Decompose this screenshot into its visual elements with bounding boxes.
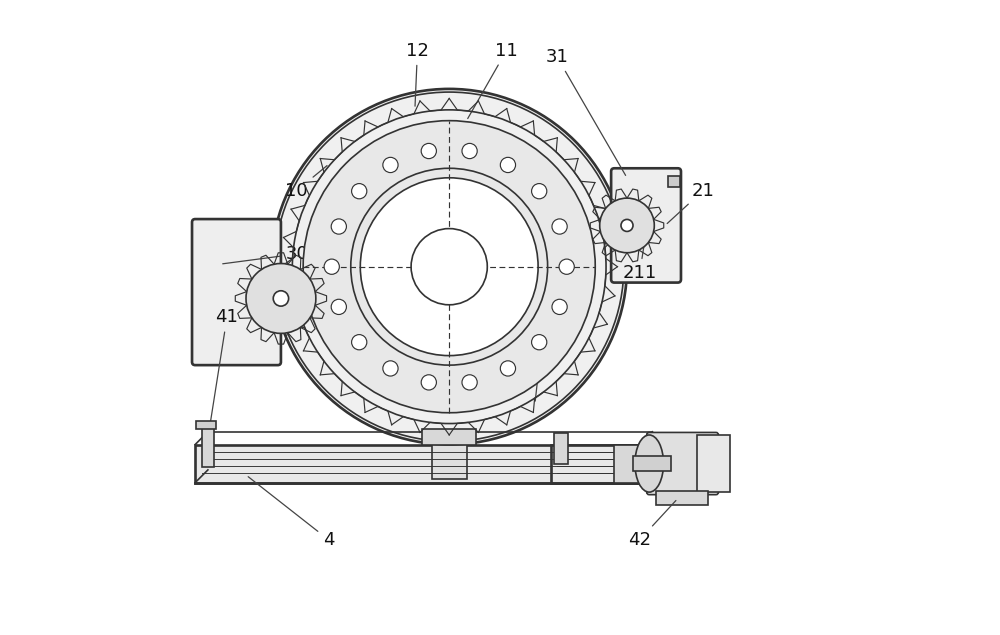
Text: 42: 42 — [628, 500, 676, 549]
Circle shape — [352, 335, 367, 350]
Text: 41: 41 — [208, 309, 238, 436]
Ellipse shape — [635, 435, 664, 492]
Circle shape — [331, 299, 346, 314]
Bar — [196, 421, 216, 429]
Text: 13: 13 — [533, 309, 556, 401]
Circle shape — [271, 89, 627, 444]
Circle shape — [500, 157, 516, 173]
Bar — [551, 444, 640, 483]
Circle shape — [500, 361, 516, 376]
Text: 12: 12 — [406, 42, 429, 106]
Circle shape — [600, 198, 654, 253]
Text: 211: 211 — [623, 239, 657, 282]
Circle shape — [383, 157, 398, 173]
Circle shape — [360, 178, 538, 356]
Text: 10: 10 — [285, 166, 327, 199]
Bar — [668, 176, 680, 187]
Bar — [432, 432, 467, 479]
Bar — [195, 444, 640, 483]
FancyBboxPatch shape — [192, 219, 281, 365]
Circle shape — [421, 144, 436, 159]
Circle shape — [621, 220, 633, 231]
Bar — [422, 429, 476, 444]
Circle shape — [552, 299, 567, 314]
Text: 11: 11 — [468, 42, 518, 119]
Circle shape — [411, 229, 487, 305]
Text: 200: 200 — [280, 277, 314, 307]
Circle shape — [552, 219, 567, 234]
Bar — [202, 422, 214, 467]
Circle shape — [421, 375, 436, 390]
Circle shape — [331, 219, 346, 234]
Circle shape — [352, 184, 367, 199]
Bar — [554, 433, 568, 464]
Bar — [656, 491, 708, 505]
FancyBboxPatch shape — [647, 432, 718, 495]
Bar — [614, 444, 646, 483]
Circle shape — [246, 264, 316, 333]
Circle shape — [383, 361, 398, 376]
Bar — [697, 435, 730, 492]
Text: 4: 4 — [248, 477, 334, 549]
Circle shape — [462, 144, 477, 159]
Circle shape — [462, 375, 477, 390]
Bar — [633, 456, 671, 471]
Text: 31: 31 — [546, 48, 626, 175]
FancyBboxPatch shape — [611, 168, 681, 283]
Text: 21: 21 — [667, 182, 715, 224]
Circle shape — [351, 168, 548, 365]
Circle shape — [559, 259, 574, 274]
Circle shape — [532, 335, 547, 350]
Circle shape — [532, 184, 547, 199]
Circle shape — [273, 291, 289, 306]
Circle shape — [303, 121, 595, 413]
Text: 30: 30 — [223, 245, 308, 264]
Circle shape — [324, 259, 339, 274]
